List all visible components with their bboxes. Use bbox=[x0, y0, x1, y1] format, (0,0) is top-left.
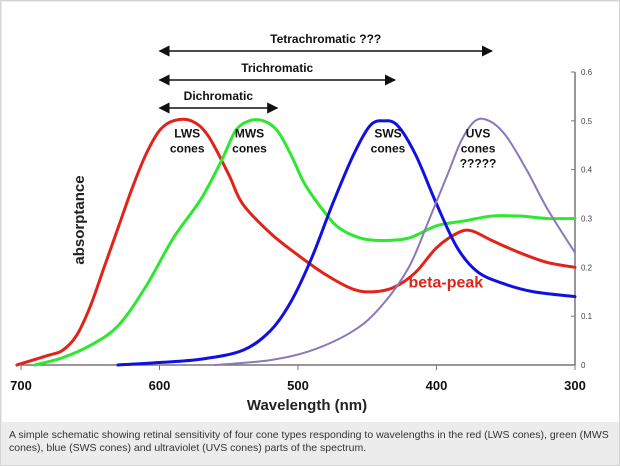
bracket-label: Tetrachromatic ??? bbox=[270, 32, 381, 46]
lws-label: LWS cones bbox=[170, 126, 205, 155]
sws-label: SWS cones bbox=[371, 126, 406, 155]
lws-curve bbox=[15, 117, 577, 367]
x-tick-label: 300 bbox=[564, 378, 586, 393]
x-tick-label: 700 bbox=[10, 378, 32, 393]
cone-label-line: cones bbox=[371, 141, 406, 155]
x-tick-label: 600 bbox=[149, 378, 171, 393]
mws-label: MWS cones bbox=[232, 126, 267, 155]
x-tick-label: 400 bbox=[426, 378, 448, 393]
uvs-curve bbox=[213, 117, 576, 366]
cone-label-line: ????? bbox=[460, 156, 497, 170]
cone-label-line: UVS bbox=[466, 126, 491, 140]
y-tick-label: 0.5 bbox=[581, 117, 593, 126]
sws-curve bbox=[116, 119, 577, 367]
y-tick-label: 0.3 bbox=[581, 215, 593, 224]
cone-label-line: cones bbox=[232, 141, 267, 155]
figure-caption: A simple schematic showing retinal sensi… bbox=[9, 429, 609, 454]
uvs-label: UVS cones????? bbox=[460, 126, 497, 170]
y-tick-label: 0.1 bbox=[581, 312, 593, 321]
y-tick-label: 0.4 bbox=[581, 166, 593, 175]
bracket-label: Trichromatic bbox=[241, 61, 313, 75]
x-axis-title: Wavelength (nm) bbox=[247, 397, 367, 414]
cone-label-line: cones bbox=[170, 141, 205, 155]
y-tick-label: 0.2 bbox=[581, 263, 593, 272]
mws-curve bbox=[33, 118, 577, 367]
cone-label-line: cones bbox=[461, 141, 496, 155]
x-tick-label: 500 bbox=[287, 378, 309, 393]
beta-peak-annotation: beta-peak bbox=[409, 274, 484, 291]
cone-label-line: SWS bbox=[374, 126, 401, 140]
y-axis-title: absorptance bbox=[71, 175, 88, 264]
plot-panel: 700 600 500 400 300 0 0.1 0.2 0.3 0.4 0.5 0.6 LWS co… bbox=[2, 2, 619, 422]
y-tick-label: 0 bbox=[581, 361, 586, 370]
cone-label-line: LWS bbox=[174, 126, 200, 140]
cone-label-line: MWS bbox=[235, 126, 264, 140]
bracket-label: Dichromatic bbox=[184, 89, 254, 103]
y-tick-label: 0.6 bbox=[581, 68, 593, 77]
